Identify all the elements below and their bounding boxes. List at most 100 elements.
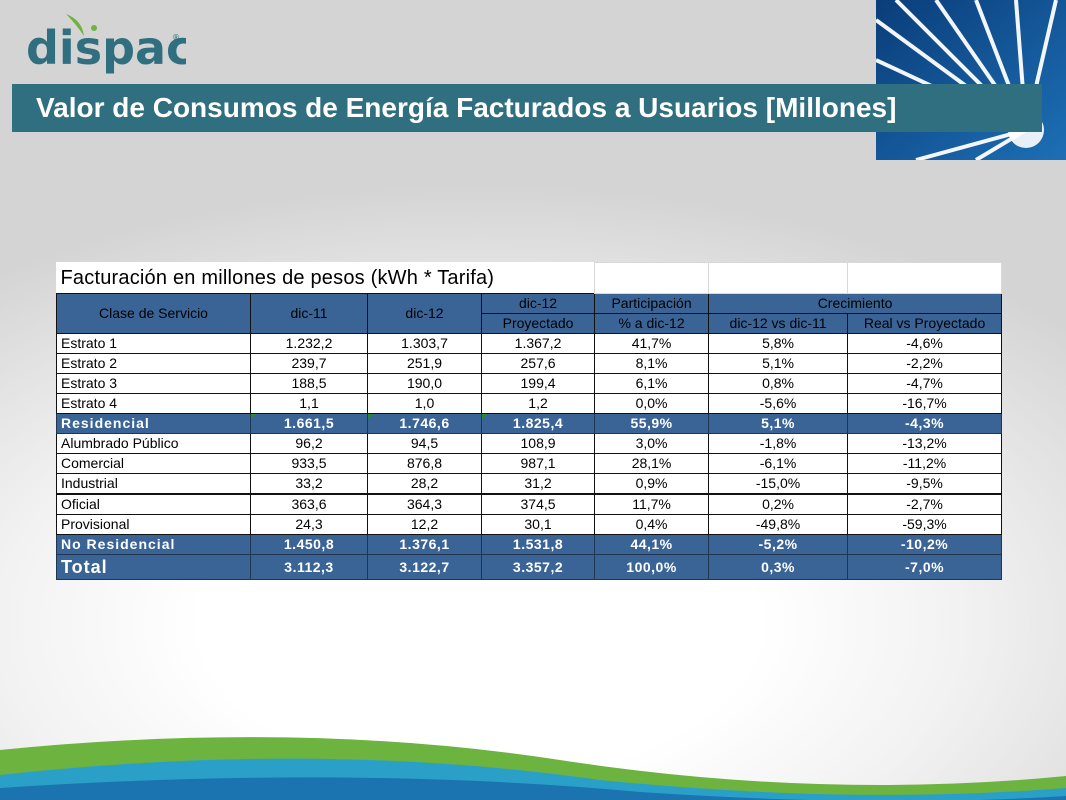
registered-mark: ® [172, 33, 180, 42]
cell-proy: 199,4 [480, 373, 596, 394]
cell-proy: 374,5 [480, 493, 596, 515]
table-row: Industrial 33,2 28,2 31,2 0,9% -15,0% -9… [56, 473, 1003, 495]
table-row: Estrato 1 1.232,2 1.303,7 1.367,2 41,7% … [56, 333, 1003, 354]
row-label: Comercial [56, 453, 251, 474]
logo-text: dispac [26, 21, 186, 75]
row-label: Estrato 3 [56, 373, 251, 394]
cell-crec-b: -59,3% [847, 514, 1003, 535]
row-label: Oficial [56, 493, 251, 515]
cell-dic12: 1.376,1 [367, 534, 482, 555]
header-proy-line1: dic-12 [480, 293, 596, 314]
cell-proy: 257,6 [480, 353, 596, 374]
cell-part: 0,0% [594, 393, 710, 414]
cell-part: 41,7% [594, 333, 710, 354]
cell-dic12: 94,5 [367, 433, 482, 454]
header-dic11: dic-11 [250, 293, 368, 334]
cell-dic11: 1.232,2 [250, 333, 368, 354]
cell-dic11: 363,6 [250, 493, 368, 515]
row-label: Estrato 2 [56, 353, 251, 374]
cell-part: 28,1% [594, 453, 710, 474]
cell-crec-b: -7,0% [847, 554, 1003, 580]
cell-crec-a: 5,1% [708, 353, 849, 374]
cell-crec-b: -16,7% [847, 393, 1003, 414]
header-part-line2: % a dic-12 [594, 313, 710, 334]
dispac-logo: dispac ® [26, 14, 193, 87]
header-crec-b: Real vs Proyectado [847, 313, 1003, 334]
cell-crec-b: -4,6% [847, 333, 1003, 354]
cell-dic11: 933,5 [250, 453, 368, 474]
cell-part: 44,1% [594, 534, 710, 555]
cell-crec-a: -5,2% [708, 534, 849, 555]
cell-dic11: 1.450,8 [250, 534, 368, 555]
cell-crec-a: 0,3% [708, 554, 849, 580]
table-row: Estrato 3 188,5 190,0 199,4 6,1% 0,8% -4… [56, 373, 1003, 394]
cell-crec-b: -2,7% [847, 493, 1003, 515]
cell-proy: 108,9 [480, 433, 596, 454]
cell-dic12: 190,0 [367, 373, 482, 394]
table-row: Alumbrado Público 96,2 94,5 108,9 3,0% -… [56, 433, 1003, 454]
cell-crec-b: -4,3% [847, 413, 1003, 434]
cell-dic11: 188,5 [250, 373, 368, 394]
table-row: Estrato 4 1,1 1,0 1,2 0,0% -5,6% -16,7% [56, 393, 1003, 414]
cell-crec-a: 5,8% [708, 333, 849, 354]
table-row: Oficial 363,6 364,3 374,5 11,7% 0,2% -2,… [56, 493, 1003, 515]
cell-dic11: 96,2 [250, 433, 368, 454]
cell-crec-b: -2,2% [847, 353, 1003, 374]
cell-dic12: 1,0 [367, 393, 482, 414]
header-crecimiento: Crecimiento [708, 293, 1003, 314]
cell-crec-b: -13,2% [847, 433, 1003, 454]
cell-crec-a: 0,8% [708, 373, 849, 394]
subtotal-row-residencial: Residencial 1.661,5 1.746,6 1.825,4 55,9… [56, 413, 1003, 434]
table-caption: Facturación en millones de pesos (kWh * … [60, 266, 495, 289]
cell-dic12: 28,2 [367, 473, 482, 495]
cell-dic12: 3.122,7 [367, 554, 482, 580]
table-row: Comercial 933,5 876,8 987,1 28,1% -6,1% … [56, 453, 1003, 474]
cell-crec-a: -49,8% [708, 514, 849, 535]
cell-proy: 987,1 [480, 453, 596, 474]
cell-crec-b: -9,5% [847, 473, 1003, 495]
cell-crec-b: -11,2% [847, 453, 1003, 474]
slide-title: Valor de Consumos de Energía Facturados … [12, 84, 1042, 132]
row-label: Estrato 1 [56, 333, 251, 354]
cell-proy: 30,1 [480, 514, 596, 535]
cell-part: 6,1% [594, 373, 710, 394]
cell-dic11: 24,3 [250, 514, 368, 535]
cell-crec-b: -10,2% [847, 534, 1003, 555]
cell-part: 8,1% [594, 353, 710, 374]
cell-part: 0,4% [594, 514, 710, 535]
cell-crec-a: -1,8% [708, 433, 849, 454]
cell-crec-b: -4,7% [847, 373, 1003, 394]
header-clase: Clase de Servicio [56, 293, 251, 334]
cell-dic11: 1,1 [250, 393, 368, 414]
cell-proy: 1,2 [480, 393, 596, 414]
cell-part: 100,0% [594, 554, 710, 580]
cell-part: 11,7% [594, 493, 710, 515]
cell-proy: 1.825,4 [480, 413, 596, 434]
cell-dic11: 1.661,5 [250, 413, 368, 434]
cell-dic12: 12,2 [367, 514, 482, 535]
table-row: Provisional 24,3 12,2 30,1 0,4% -49,8% -… [56, 514, 1003, 535]
cell-dic11: 239,7 [250, 353, 368, 374]
subtotal-row-no-residencial: No Residencial 1.450,8 1.376,1 1.531,8 4… [56, 534, 1003, 555]
cell-dic12: 1.746,6 [367, 413, 482, 434]
row-label: Industrial [56, 473, 251, 495]
cell-dic12: 251,9 [367, 353, 482, 374]
cell-crec-a: 0,2% [708, 493, 849, 515]
cell-part: 3,0% [594, 433, 710, 454]
table-caption-row: Facturación en millones de pesos (kWh * … [57, 262, 1003, 294]
row-label: Provisional [56, 514, 251, 535]
row-label: Estrato 4 [56, 393, 251, 414]
cell-dic11: 3.112,3 [250, 554, 368, 580]
billing-table: Facturación en millones de pesos (kWh * … [56, 262, 1003, 580]
sunburst-graphic [876, 0, 1066, 160]
cell-crec-a: 5,1% [708, 413, 849, 434]
cell-part: 0,9% [594, 473, 710, 495]
cell-part: 55,9% [594, 413, 710, 434]
cell-proy: 31,2 [480, 473, 596, 495]
cell-dic12: 876,8 [367, 453, 482, 474]
table-row: Estrato 2 239,7 251,9 257,6 8,1% 5,1% -2… [56, 353, 1003, 374]
cell-crec-a: -5,6% [708, 393, 849, 414]
row-label: No Residencial [56, 534, 251, 555]
cell-proy: 1.531,8 [480, 534, 596, 555]
cell-dic11: 33,2 [250, 473, 368, 495]
